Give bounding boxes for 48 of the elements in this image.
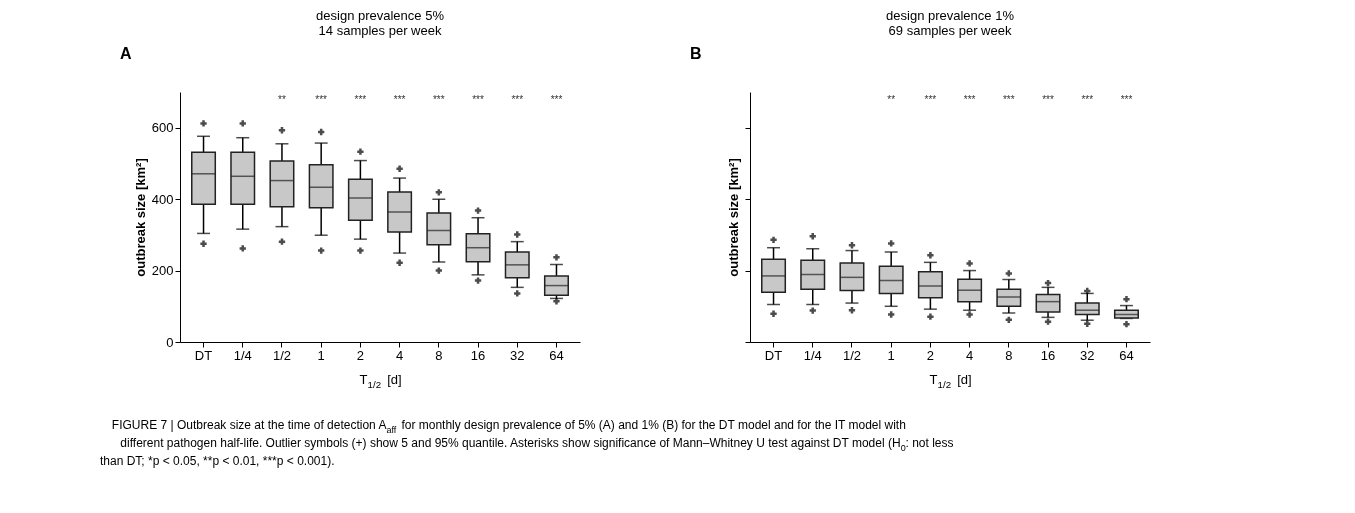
chart-title: design prevalence 1% xyxy=(886,8,1015,23)
x-tick-label: 4 xyxy=(965,347,974,363)
y-tick-label: 400 xyxy=(151,191,174,207)
x-tick-label: 64 xyxy=(549,347,564,363)
text: than DT; *p < 0.05, **p < 0.01, ***p < 0.001). xyxy=(100,454,335,468)
annotation: *** xyxy=(1120,94,1133,105)
annotation: *** xyxy=(432,94,445,105)
x-tick-label: 2 xyxy=(926,347,935,363)
chart-subtitle: 69 samples per week xyxy=(888,23,1012,38)
x-tick-label: DT xyxy=(764,347,783,363)
annotation: *** xyxy=(1081,94,1094,105)
chart-title: design prevalence 5% xyxy=(316,8,445,23)
x-tick-label: 1 xyxy=(887,347,895,363)
annotation: ** xyxy=(278,94,286,105)
annotation: ** xyxy=(887,94,896,105)
y-tick-label: 0 xyxy=(166,334,174,350)
text: A xyxy=(120,45,132,62)
x-tick-label: 8 xyxy=(1005,347,1013,363)
x-tick-label: 16 xyxy=(1040,347,1056,363)
x-tick-label: 8 xyxy=(435,347,443,363)
x-tick-label: 32 xyxy=(1080,347,1095,363)
annotation: *** xyxy=(1042,94,1054,105)
x-tick-label: 1/4 xyxy=(803,347,822,363)
x-tick-label: 2 xyxy=(356,347,365,363)
annotation: *** xyxy=(472,94,484,105)
x-tick-label: 1 xyxy=(317,347,325,363)
annotation: *** xyxy=(924,94,937,105)
chart-subtitle: 14 samples per week xyxy=(318,23,442,38)
y-tick-label: 200 xyxy=(151,263,174,279)
y-tick-label: 600 xyxy=(151,120,174,136)
x-tick-label: DT xyxy=(194,347,213,363)
annotation: *** xyxy=(354,94,367,105)
x-tick-label: 16 xyxy=(470,347,486,363)
annotation: *** xyxy=(550,94,563,105)
y-axis-title: outbreak size [km²] xyxy=(726,158,741,277)
annotation: *** xyxy=(511,94,524,105)
x-tick-label: 1/4 xyxy=(233,347,252,363)
annotation: *** xyxy=(315,94,328,105)
y-axis-title: outbreak size [km²] xyxy=(132,158,148,277)
text: B xyxy=(690,45,702,62)
x-tick-label: 1/2 xyxy=(272,347,291,363)
x-tick-label: 4 xyxy=(395,347,404,363)
annotation: *** xyxy=(963,94,976,105)
x-tick-label: 1/2 xyxy=(842,347,861,363)
annotation: *** xyxy=(393,94,406,105)
x-tick-label: 32 xyxy=(510,347,525,363)
x-tick-label: 64 xyxy=(1119,347,1134,363)
annotation: *** xyxy=(1002,94,1015,105)
